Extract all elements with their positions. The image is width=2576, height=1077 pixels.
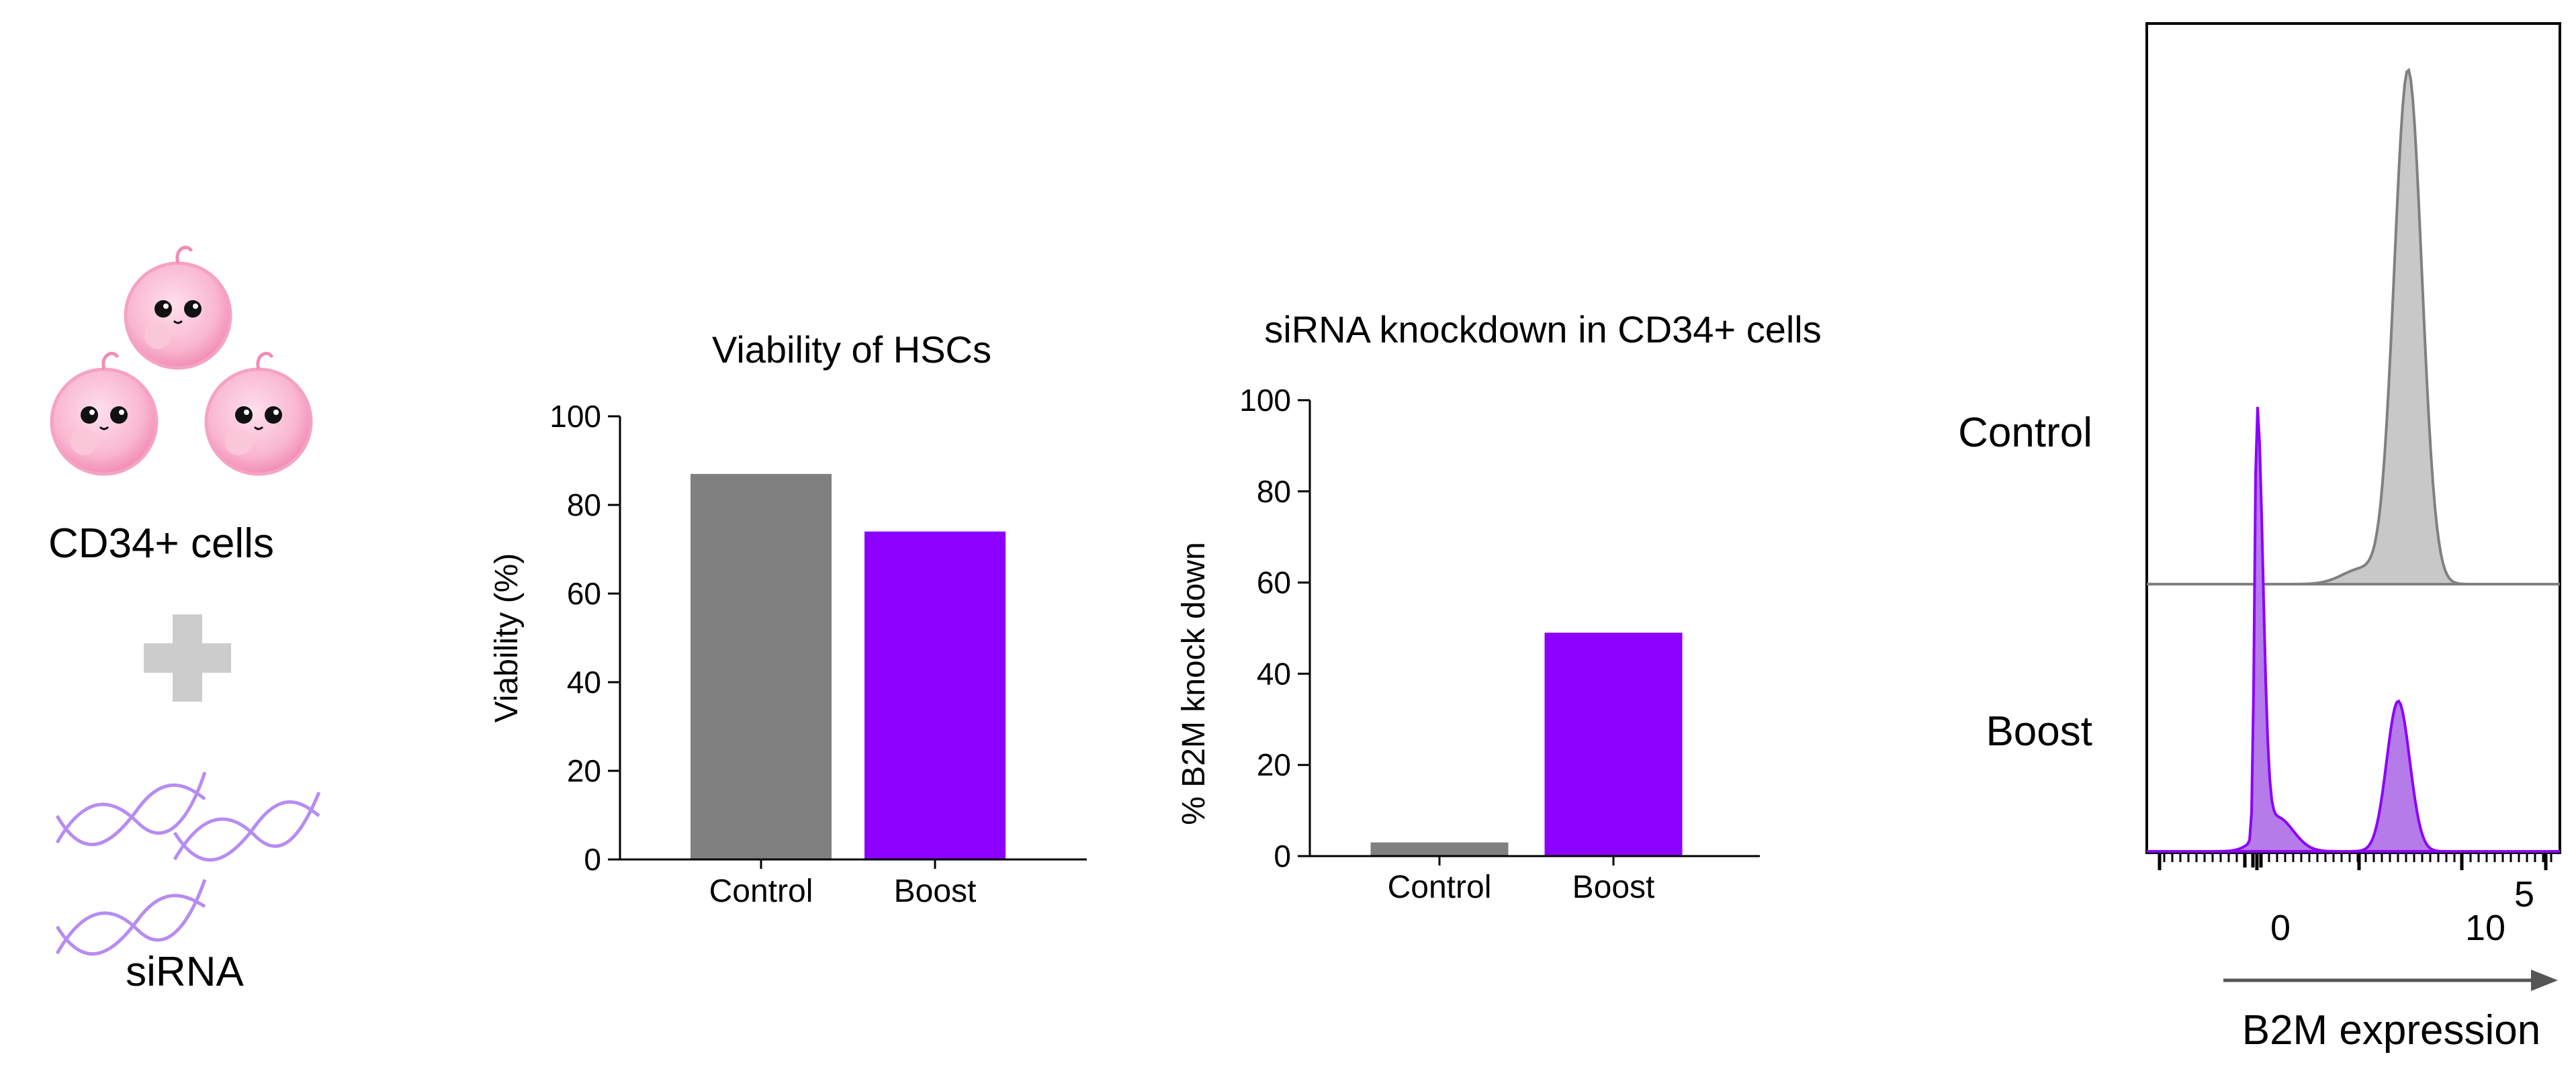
y-tick-label: 0	[584, 842, 601, 877]
cell-icon	[124, 246, 232, 370]
cell-icon	[50, 352, 159, 476]
y-tick-label: 100	[1239, 383, 1291, 418]
bar-boost	[1544, 633, 1683, 856]
y-tick-label: 80	[1257, 474, 1291, 509]
y-axis-label: % B2M knock down	[1176, 542, 1212, 825]
x-tick-label: Boost	[1572, 870, 1655, 905]
x-tick-label-0: 0	[2270, 908, 2291, 948]
bar-control	[691, 473, 832, 859]
y-tick-label: 40	[1257, 656, 1291, 691]
flow-histogram: Control Boost 0 10 5 B2M expression	[1958, 22, 2561, 1053]
bar-control	[1370, 842, 1509, 856]
plus-icon	[144, 614, 231, 702]
axis-arrow-icon	[2531, 970, 2558, 991]
x-axis-label: B2M expression	[2242, 1007, 2541, 1053]
chart-title: siRNA knockdown in CD34+ cells	[1264, 308, 1821, 350]
boost-histogram-curve	[2147, 406, 2560, 853]
x-tick-superscript: 5	[2514, 874, 2534, 915]
bar-boost	[864, 531, 1006, 859]
x-tick-label: Control	[1388, 870, 1492, 905]
cells-label: CD34+ cells	[48, 520, 274, 567]
histogram-frame	[2145, 22, 2561, 854]
cell-icon	[204, 352, 313, 476]
y-tick-label: 100	[549, 399, 601, 434]
y-tick-label: 20	[1257, 747, 1291, 782]
knockdown-chart: siRNA knockdown in CD34+ cells % B2M kno…	[1176, 308, 1822, 905]
y-axis-label: Viability (%)	[489, 553, 525, 723]
y-tick-label: 60	[1257, 565, 1291, 600]
y-tick-label: 80	[567, 487, 601, 522]
x-tick-label-10: 10	[2465, 908, 2505, 948]
schematic-panel: CD34+ cells siRNA	[48, 246, 321, 995]
y-tick-label: 60	[567, 576, 601, 611]
x-tick-label: Control	[709, 874, 813, 909]
chart-title: Viability of HSCs	[712, 328, 991, 371]
x-tick-label: Boost	[894, 874, 977, 909]
y-tick-label: 20	[567, 753, 601, 788]
dna-helix-icon	[55, 771, 321, 956]
log-axis-ticks	[2158, 853, 2552, 870]
y-tick-label: 40	[567, 665, 601, 700]
control-histogram-curve	[2147, 67, 2560, 586]
viability-chart: Viability of HSCs Viability (%) 0 20 40 60 8…	[489, 328, 1087, 909]
series-label-control: Control	[1958, 410, 2092, 456]
sirna-label: siRNA	[126, 949, 244, 995]
series-label-boost: Boost	[1986, 708, 2092, 755]
y-tick-label: 0	[1274, 839, 1291, 874]
